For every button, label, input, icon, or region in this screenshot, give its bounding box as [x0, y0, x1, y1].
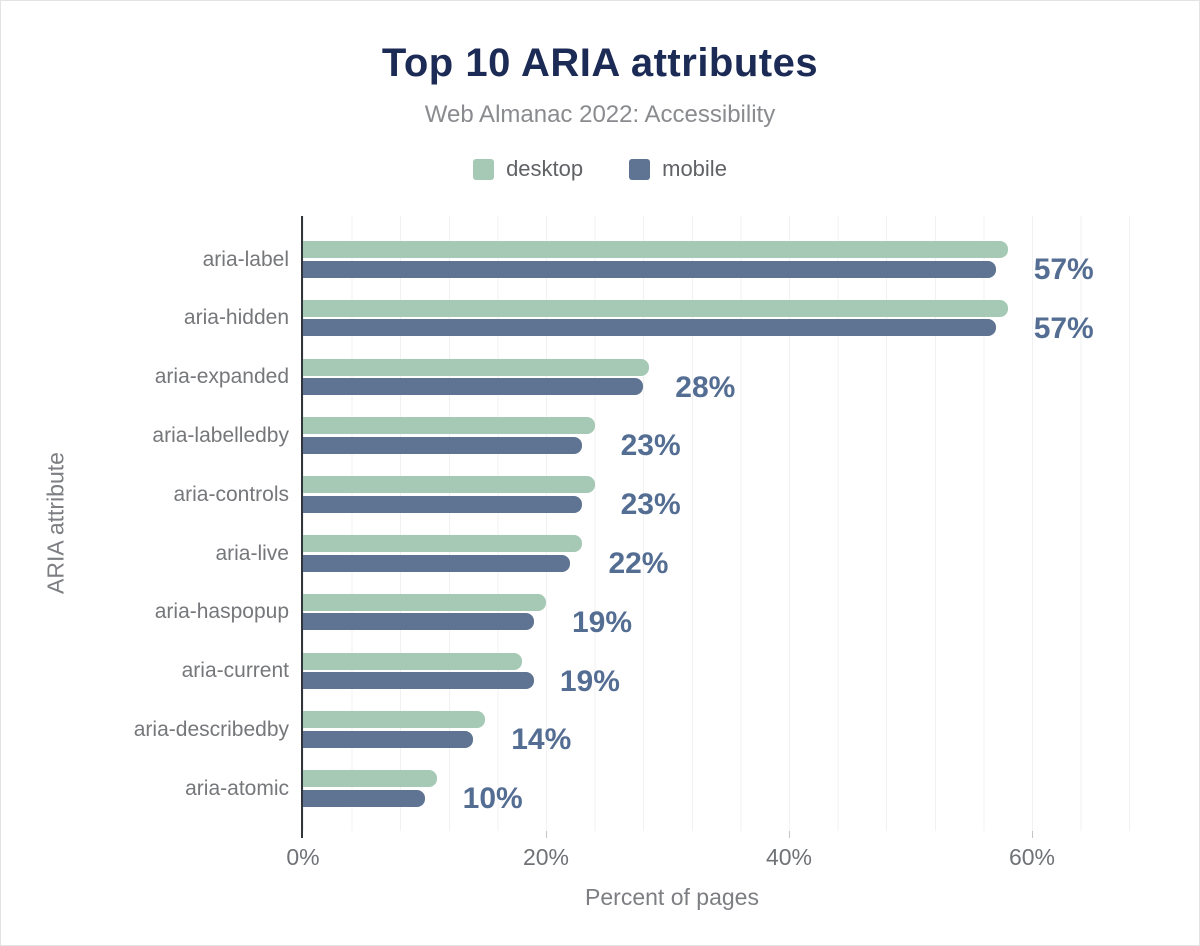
legend-label-mobile: mobile: [662, 156, 727, 181]
category-label-aria-label: aria-label: [202, 247, 289, 271]
value-label-aria-current: 19%: [559, 664, 620, 698]
x-tick-mark-40%: [789, 831, 790, 838]
value-label-aria-live: 22%: [608, 547, 669, 580]
legend-label-desktop: desktop: [506, 156, 584, 181]
y-axis-title: ARIA attribute: [42, 452, 69, 594]
desktop-swatch-icon: [473, 158, 495, 180]
category-label-aria-expanded: aria-expanded: [154, 365, 289, 389]
bar-desktop-aria-labelledby[interactable]: [303, 417, 595, 435]
bar-desktop-aria-controls[interactable]: [303, 476, 595, 494]
bar-mobile-aria-current[interactable]: [303, 672, 534, 690]
bar-desktop-aria-label[interactable]: [303, 241, 1008, 258]
category-label-aria-hidden: aria-hidden: [183, 306, 289, 330]
bar-mobile-aria-controls[interactable]: [303, 495, 583, 513]
value-label-aria-atomic: 10%: [462, 782, 523, 816]
category-label-aria-labelledby: aria-labelledby: [152, 423, 289, 447]
bar-mobile-aria-atomic[interactable]: [303, 789, 425, 807]
x-axis-title: Percent of pages: [585, 884, 759, 910]
chart-subtitle: Web Almanac 2022: Accessibility: [424, 101, 776, 128]
bar-mobile-aria-label[interactable]: [303, 260, 996, 278]
value-label-aria-labelledby: 23%: [620, 429, 681, 463]
category-label-aria-describedby: aria-describedby: [133, 717, 289, 741]
x-tick-label-40%: 40%: [765, 844, 813, 870]
value-label-aria-controls: 23%: [620, 488, 681, 522]
x-tick-label-0%: 0%: [286, 844, 320, 870]
category-label-aria-controls: aria-controls: [173, 482, 289, 506]
x-tick-label-20%: 20%: [522, 844, 570, 870]
legend: desktop mobile: [1, 156, 1199, 182]
bar-mobile-aria-expanded[interactable]: [303, 378, 644, 396]
value-label-aria-describedby: 14%: [511, 723, 572, 757]
value-label-aria-haspopup: 19%: [572, 605, 633, 639]
legend-item-mobile: mobile: [629, 156, 727, 182]
mobile-swatch-icon: [629, 158, 651, 180]
bar-mobile-aria-hidden[interactable]: [303, 319, 996, 337]
category-label-aria-current: aria-current: [181, 659, 289, 683]
legend-item-desktop: desktop: [473, 156, 583, 182]
category-label-aria-haspopup: aria-haspopup: [154, 600, 289, 624]
bar-mobile-aria-labelledby[interactable]: [303, 436, 583, 454]
x-tick-label-60%: 60%: [1008, 844, 1056, 870]
x-tick-mark-20%: [546, 831, 547, 838]
bar-desktop-aria-live[interactable]: [303, 535, 583, 552]
category-label-aria-atomic: aria-atomic: [185, 776, 289, 800]
plot-area: aria-label 57% aria-hidden 57% aria-expanded…: [134, 216, 1146, 870]
bar-desktop-aria-hidden[interactable]: [303, 299, 1008, 317]
bar-desktop-aria-describedby[interactable]: [303, 711, 486, 729]
bar-desktop-aria-current[interactable]: [303, 652, 522, 670]
x-tick-mark-0%: [301, 831, 303, 838]
bar-desktop-aria-expanded[interactable]: [303, 358, 650, 376]
category-label-aria-live: aria-live: [215, 541, 289, 565]
x-tick-mark-60%: [1032, 831, 1033, 838]
chart-title: Top 10 ARIA attributes: [381, 41, 819, 85]
value-label-aria-hidden: 57%: [1033, 311, 1094, 345]
value-label-aria-label: 57%: [1033, 253, 1094, 286]
bar-mobile-aria-live[interactable]: [303, 554, 571, 572]
bar-mobile-aria-describedby[interactable]: [303, 730, 474, 748]
bar-mobile-aria-haspopup[interactable]: [303, 613, 534, 631]
bar-desktop-aria-atomic[interactable]: [303, 770, 437, 788]
bar-desktop-aria-haspopup[interactable]: [303, 593, 546, 611]
value-label-aria-expanded: 28%: [675, 370, 736, 404]
